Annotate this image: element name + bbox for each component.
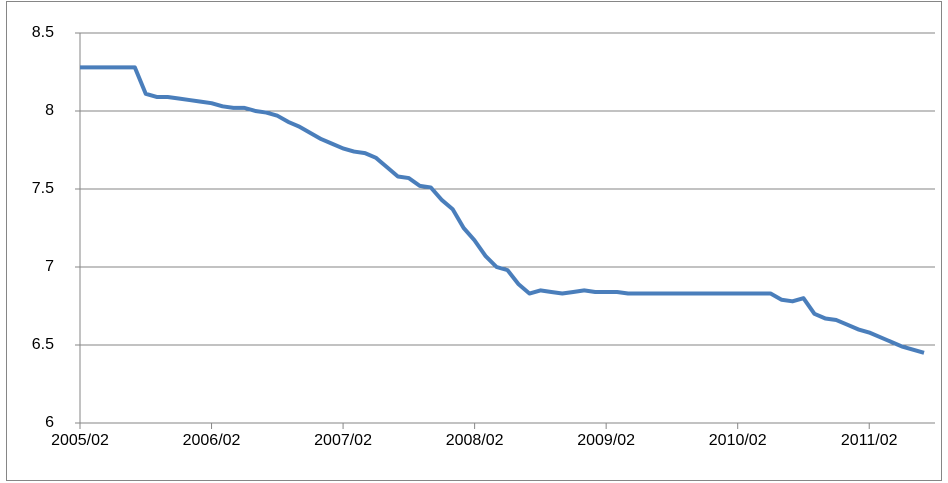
x-tick-label: 2009/02 bbox=[577, 432, 635, 449]
x-tick-label: 2006/02 bbox=[183, 432, 241, 449]
x-tick-label: 2007/02 bbox=[314, 432, 372, 449]
y-tick-label: 8 bbox=[45, 102, 54, 119]
x-tick-label: 2010/02 bbox=[709, 432, 767, 449]
data-line bbox=[80, 65, 925, 355]
y-tick-label: 6.5 bbox=[32, 336, 54, 353]
x-tick-label: 2005/02 bbox=[51, 432, 109, 449]
x-tick-label: 2011/02 bbox=[841, 432, 898, 449]
y-tick-label: 8.5 bbox=[32, 24, 54, 41]
x-tick-label: 2008/02 bbox=[446, 432, 504, 449]
y-tick-label: 6 bbox=[45, 414, 54, 431]
y-tick-label: 7.5 bbox=[32, 180, 54, 197]
y-tick-label: 7 bbox=[45, 258, 54, 275]
